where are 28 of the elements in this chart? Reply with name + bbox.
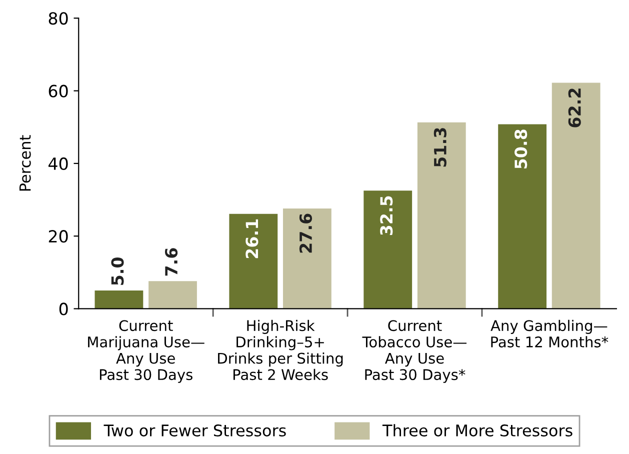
bar — [552, 82, 600, 309]
y-tick-label: 80 — [48, 12, 68, 25]
bar — [498, 124, 547, 309]
y-axis-title: Percent — [19, 135, 31, 191]
y-tick-label: 0 — [59, 302, 68, 316]
data-label: 7.6 — [164, 248, 178, 276]
bar — [94, 290, 144, 309]
y-tick-label: 20 — [48, 230, 68, 243]
x-tick-label: High-Risk Drinking–5+ Drinks per Sitting Past 2 Weeks — [218, 320, 343, 380]
bar — [229, 214, 278, 309]
y-tick-label: 40 — [48, 157, 68, 170]
bar — [417, 122, 466, 309]
x-tick-label: Current Tobacco Use— Any Use Past 30 Days* — [362, 320, 467, 383]
data-label: 51.3 — [434, 128, 446, 167]
data-label: 62.2 — [568, 88, 581, 128]
data-label: 32.5 — [380, 196, 393, 236]
data-label: 27.6 — [299, 214, 312, 253]
legend-label: Two or Fewer Stressors — [104, 424, 286, 436]
x-tick-label: Any Gambling— Past 12 Months* — [490, 320, 608, 348]
bar — [364, 190, 412, 309]
data-label: 50.8 — [514, 130, 528, 168]
y-tick-label: 60 — [48, 84, 68, 98]
bar — [282, 208, 332, 309]
data-label: 26.1 — [246, 219, 258, 258]
legend-label: Three or More Stressors — [382, 424, 572, 436]
x-tick-label: Current Marijuana Use— Any Use Past 30 Days — [88, 320, 204, 383]
data-label: 5.0 — [111, 257, 124, 285]
bar — [148, 281, 197, 309]
